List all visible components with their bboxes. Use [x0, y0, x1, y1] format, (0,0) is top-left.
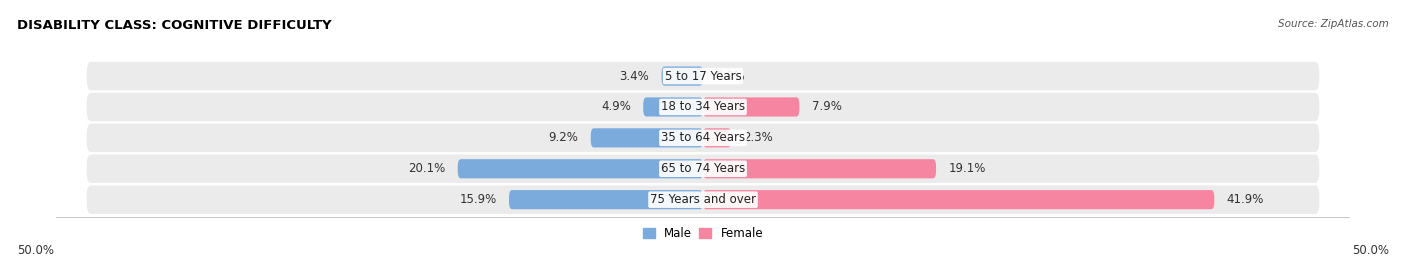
Text: 41.9%: 41.9%: [1226, 193, 1264, 206]
Text: 65 to 74 Years: 65 to 74 Years: [661, 162, 745, 175]
Text: 4.9%: 4.9%: [602, 100, 631, 113]
Text: 7.9%: 7.9%: [811, 100, 841, 113]
FancyBboxPatch shape: [661, 66, 703, 86]
FancyBboxPatch shape: [703, 128, 731, 147]
FancyBboxPatch shape: [703, 159, 936, 178]
Text: 15.9%: 15.9%: [460, 193, 496, 206]
FancyBboxPatch shape: [509, 190, 703, 209]
FancyBboxPatch shape: [87, 62, 1319, 90]
Text: 35 to 64 Years: 35 to 64 Years: [661, 131, 745, 144]
Text: 20.1%: 20.1%: [408, 162, 446, 175]
FancyBboxPatch shape: [87, 124, 1319, 152]
Text: 2.3%: 2.3%: [744, 131, 773, 144]
Text: Source: ZipAtlas.com: Source: ZipAtlas.com: [1278, 19, 1389, 29]
Legend: Male, Female: Male, Female: [638, 222, 768, 245]
Text: 0.0%: 0.0%: [716, 70, 745, 83]
FancyBboxPatch shape: [643, 97, 703, 117]
FancyBboxPatch shape: [458, 159, 703, 178]
FancyBboxPatch shape: [591, 128, 703, 147]
Text: 5 to 17 Years: 5 to 17 Years: [665, 70, 741, 83]
Text: 50.0%: 50.0%: [1353, 244, 1389, 257]
FancyBboxPatch shape: [703, 97, 800, 117]
Text: 3.4%: 3.4%: [620, 70, 650, 83]
FancyBboxPatch shape: [87, 93, 1319, 121]
Text: 18 to 34 Years: 18 to 34 Years: [661, 100, 745, 113]
FancyBboxPatch shape: [87, 155, 1319, 183]
Text: DISABILITY CLASS: COGNITIVE DIFFICULTY: DISABILITY CLASS: COGNITIVE DIFFICULTY: [17, 19, 332, 32]
Text: 19.1%: 19.1%: [948, 162, 986, 175]
FancyBboxPatch shape: [703, 190, 1215, 209]
Text: 9.2%: 9.2%: [548, 131, 578, 144]
Text: 75 Years and over: 75 Years and over: [650, 193, 756, 206]
FancyBboxPatch shape: [87, 185, 1319, 214]
Text: 50.0%: 50.0%: [17, 244, 53, 257]
